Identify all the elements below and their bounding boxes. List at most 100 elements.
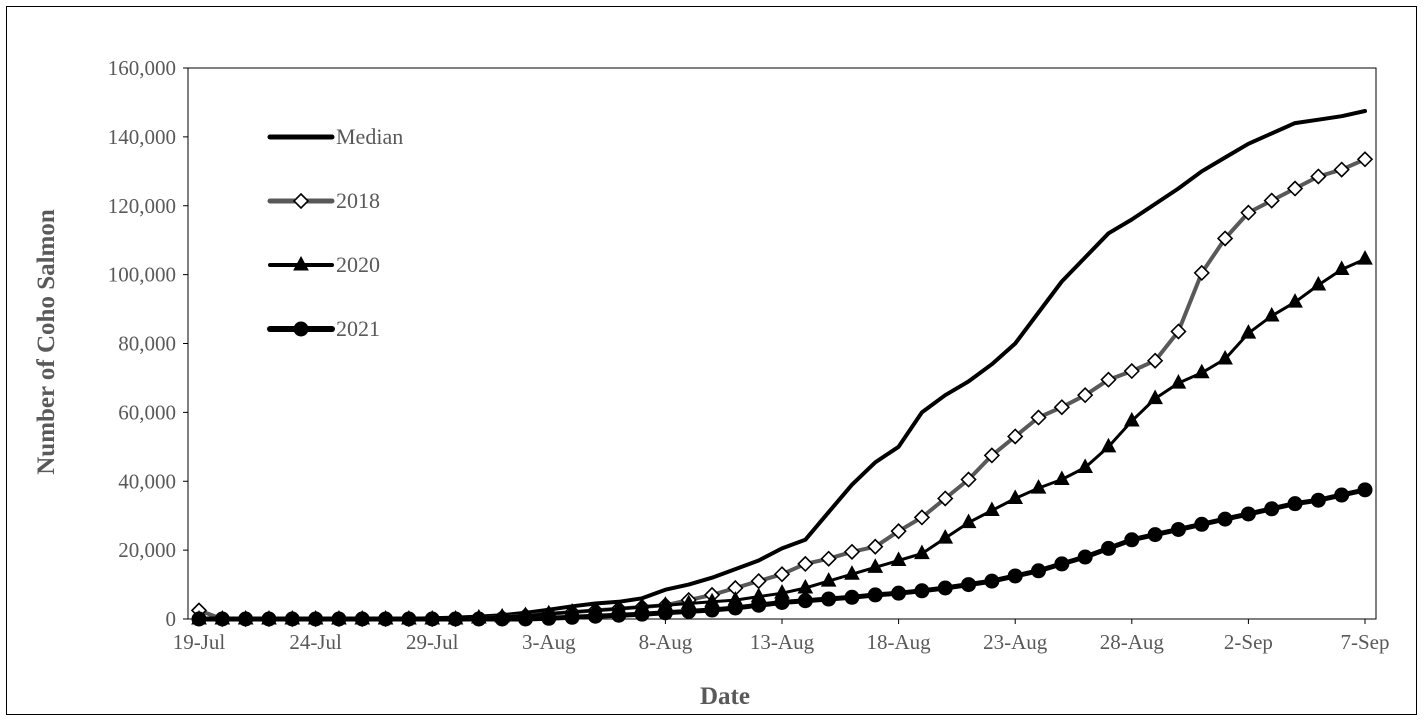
legend-label-2021: 2021 <box>336 316 380 341</box>
data-point-2018 <box>1123 362 1140 380</box>
data-point-2021 <box>1077 549 1093 565</box>
x-tick-label: 3-Aug <box>522 630 576 654</box>
x-tick-label: 2-Sep <box>1224 630 1273 654</box>
data-point-2021 <box>494 611 510 627</box>
data-point-2018 <box>1170 323 1187 340</box>
data-point-2020 <box>1357 250 1373 265</box>
data-point-2021 <box>378 611 394 627</box>
data-point-2020 <box>1100 437 1117 453</box>
y-tick-label: 0 <box>166 607 177 631</box>
series-line-2020 <box>197 257 1367 621</box>
data-point-2021 <box>821 591 837 607</box>
y-tick-label: 100,000 <box>108 263 176 287</box>
data-point-2018 <box>937 490 954 507</box>
legend-item-2018: 2018 <box>267 188 380 213</box>
data-point-2021 <box>541 610 557 626</box>
data-point-2021 <box>984 573 1000 589</box>
x-tick-label: 23-Aug <box>983 630 1048 654</box>
data-point-2020 <box>1030 479 1047 494</box>
y-tick-label: 40,000 <box>118 469 176 493</box>
data-point-2021 <box>1100 540 1116 556</box>
legend-item-median: Median <box>267 124 403 149</box>
data-point-2018 <box>773 566 791 583</box>
data-point-2018 <box>1077 387 1094 404</box>
data-point-2018 <box>867 538 884 555</box>
data-point-2018 <box>1053 399 1070 416</box>
legend-label-median: Median <box>336 124 403 149</box>
data-point-2021 <box>238 611 254 627</box>
data-point-2021 <box>657 605 673 621</box>
data-point-2018 <box>1030 409 1047 426</box>
data-point-2018 <box>820 550 837 567</box>
data-point-2021 <box>937 580 953 596</box>
data-point-2018 <box>1100 371 1117 388</box>
data-point-2021 <box>1031 563 1047 579</box>
data-point-2021 <box>727 600 743 616</box>
legend-label-2020: 2020 <box>336 252 380 277</box>
x-tick-label: 13-Aug <box>750 630 815 654</box>
data-point-2020 <box>844 565 860 580</box>
data-point-2020 <box>1287 293 1303 308</box>
legend-label-2018: 2018 <box>336 188 380 213</box>
data-point-2021 <box>1240 506 1256 522</box>
data-point-2021 <box>354 611 370 627</box>
data-point-2018 <box>1310 168 1327 185</box>
data-point-2021 <box>634 606 650 622</box>
data-point-2018 <box>1216 230 1234 247</box>
data-point-2021 <box>401 611 417 627</box>
data-point-2018 <box>797 555 814 573</box>
x-tick-label: 19-Jul <box>173 630 226 654</box>
legend-item-2020: 2020 <box>268 252 380 277</box>
data-point-2020 <box>820 572 837 587</box>
x-tick-label: 24-Jul <box>289 630 342 654</box>
data-point-2021 <box>191 611 207 627</box>
data-point-2021 <box>284 611 300 627</box>
data-point-2021 <box>1194 516 1210 532</box>
data-point-2020 <box>1054 470 1070 486</box>
data-point-2020 <box>1077 458 1093 473</box>
data-point-2021 <box>564 609 580 625</box>
x-tick-label: 8-Aug <box>639 630 693 654</box>
data-point-2021 <box>1310 492 1326 508</box>
data-point-2021 <box>214 611 230 627</box>
legend-marker-2020 <box>293 255 309 271</box>
legend-marker-2021 <box>293 321 309 337</box>
y-tick-label: 120,000 <box>108 194 176 218</box>
data-point-2018 <box>1240 204 1257 221</box>
data-point-2018 <box>960 471 977 488</box>
series-layer <box>190 109 1374 628</box>
data-point-2021 <box>1357 482 1373 498</box>
data-point-2018 <box>913 509 931 526</box>
data-point-2021 <box>704 602 720 618</box>
legend-item-2021: 2021 <box>267 316 380 341</box>
data-point-2020 <box>1193 363 1210 379</box>
data-point-2020 <box>1007 489 1024 504</box>
x-tick-label: 7-Sep <box>1341 630 1390 654</box>
data-point-2021 <box>751 597 767 613</box>
data-point-2021 <box>1217 511 1233 527</box>
data-point-2020 <box>890 551 907 566</box>
data-point-2021 <box>844 589 860 605</box>
data-point-2018 <box>843 543 861 560</box>
data-point-2020 <box>1240 324 1257 339</box>
data-point-2021 <box>587 608 603 624</box>
data-point-2018 <box>1286 180 1304 197</box>
data-point-2020 <box>1170 374 1187 389</box>
data-point-2018 <box>1193 264 1210 282</box>
y-tick-label: 80,000 <box>118 332 176 356</box>
data-point-2018 <box>1263 192 1280 209</box>
data-point-2021 <box>1007 568 1023 584</box>
data-point-2018 <box>890 523 907 540</box>
data-point-2021 <box>611 607 627 623</box>
data-point-2020 <box>1333 260 1350 275</box>
data-point-2018 <box>1007 428 1024 445</box>
data-point-2020 <box>1123 411 1140 427</box>
data-point-2021 <box>308 611 324 627</box>
x-tick-label: 18-Aug <box>867 630 932 654</box>
data-point-2021 <box>914 583 930 599</box>
data-point-2021 <box>1147 527 1163 543</box>
data-point-2021 <box>797 593 813 609</box>
data-point-2020 <box>797 578 814 594</box>
legend-marker-2018 <box>292 192 310 210</box>
